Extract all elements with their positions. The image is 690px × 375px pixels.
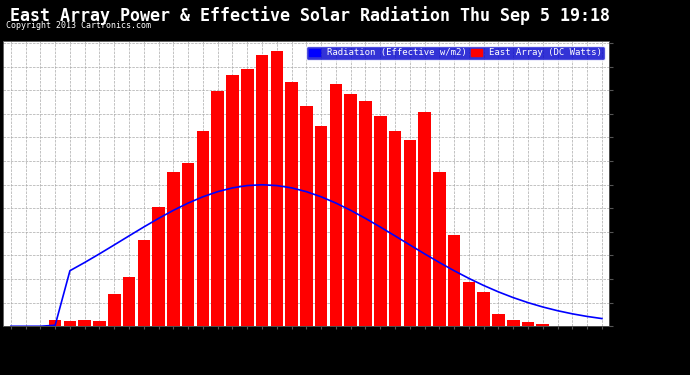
Bar: [537, 324, 549, 326]
Bar: [462, 282, 475, 326]
Bar: [241, 69, 253, 326]
Bar: [256, 55, 268, 326]
Bar: [522, 322, 534, 326]
Bar: [433, 172, 446, 326]
Legend: Radiation (Effective w/m2), East Array (DC Watts): Radiation (Effective w/m2), East Array (…: [306, 46, 604, 60]
Bar: [93, 321, 106, 326]
Text: East Array Power & Effective Solar Radiation Thu Sep 5 19:18: East Array Power & Effective Solar Radia…: [10, 6, 611, 25]
Bar: [300, 106, 313, 326]
Bar: [226, 75, 239, 326]
Bar: [137, 240, 150, 326]
Bar: [211, 91, 224, 326]
Bar: [49, 320, 61, 326]
Bar: [388, 131, 402, 326]
Bar: [344, 94, 357, 326]
Bar: [123, 277, 135, 326]
Bar: [285, 82, 298, 326]
Bar: [167, 172, 179, 326]
Bar: [152, 207, 165, 326]
Bar: [374, 116, 386, 326]
Bar: [108, 294, 121, 326]
Bar: [359, 100, 372, 326]
Bar: [182, 163, 195, 326]
Bar: [330, 84, 342, 326]
Bar: [507, 320, 520, 326]
Bar: [197, 131, 209, 326]
Bar: [404, 140, 416, 326]
Bar: [315, 126, 328, 326]
Bar: [448, 236, 460, 326]
Bar: [63, 321, 76, 326]
Bar: [270, 51, 283, 326]
Bar: [79, 320, 91, 326]
Bar: [492, 314, 504, 326]
Bar: [418, 112, 431, 326]
Text: Copyright 2013 Cartronics.com: Copyright 2013 Cartronics.com: [6, 21, 150, 30]
Bar: [477, 292, 490, 326]
